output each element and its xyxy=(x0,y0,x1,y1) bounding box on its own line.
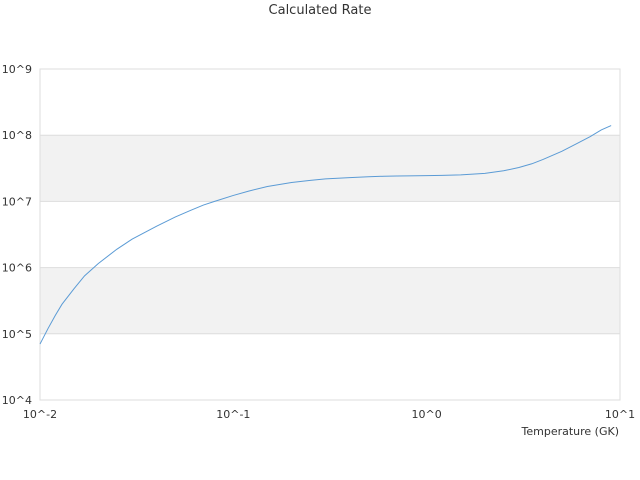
plot-area-frame xyxy=(39,68,621,401)
y-tick-label: 10^6 xyxy=(2,262,32,275)
chart-band xyxy=(40,135,620,202)
y-tick-label: 10^9 xyxy=(2,63,32,76)
y-axis-ticks: 10^4 10^5 10^6 10^7 10^8 10^9 xyxy=(2,63,32,407)
chart-title: Calculated Rate xyxy=(268,3,372,18)
x-tick-label: 10^1 xyxy=(605,408,635,421)
x-tick-label: 10^-2 xyxy=(23,408,57,421)
x-tick-label: 10^0 xyxy=(412,408,442,421)
y-tick-label: 10^4 xyxy=(2,394,32,407)
chart-band xyxy=(40,267,620,334)
y-tick-label: 10^8 xyxy=(2,129,32,142)
x-axis-label: Temperature (GK) xyxy=(521,425,620,438)
y-tick-label: 10^7 xyxy=(2,195,32,208)
y-tick-label: 10^5 xyxy=(2,328,32,341)
series-line xyxy=(39,125,612,345)
chart-bands xyxy=(40,135,620,334)
series-layer xyxy=(39,125,612,345)
chart-gridlines xyxy=(40,68,620,401)
x-axis-ticks: 10^-2 10^-1 10^0 10^1 xyxy=(23,408,635,421)
x-tick-label: 10^-1 xyxy=(216,408,250,421)
